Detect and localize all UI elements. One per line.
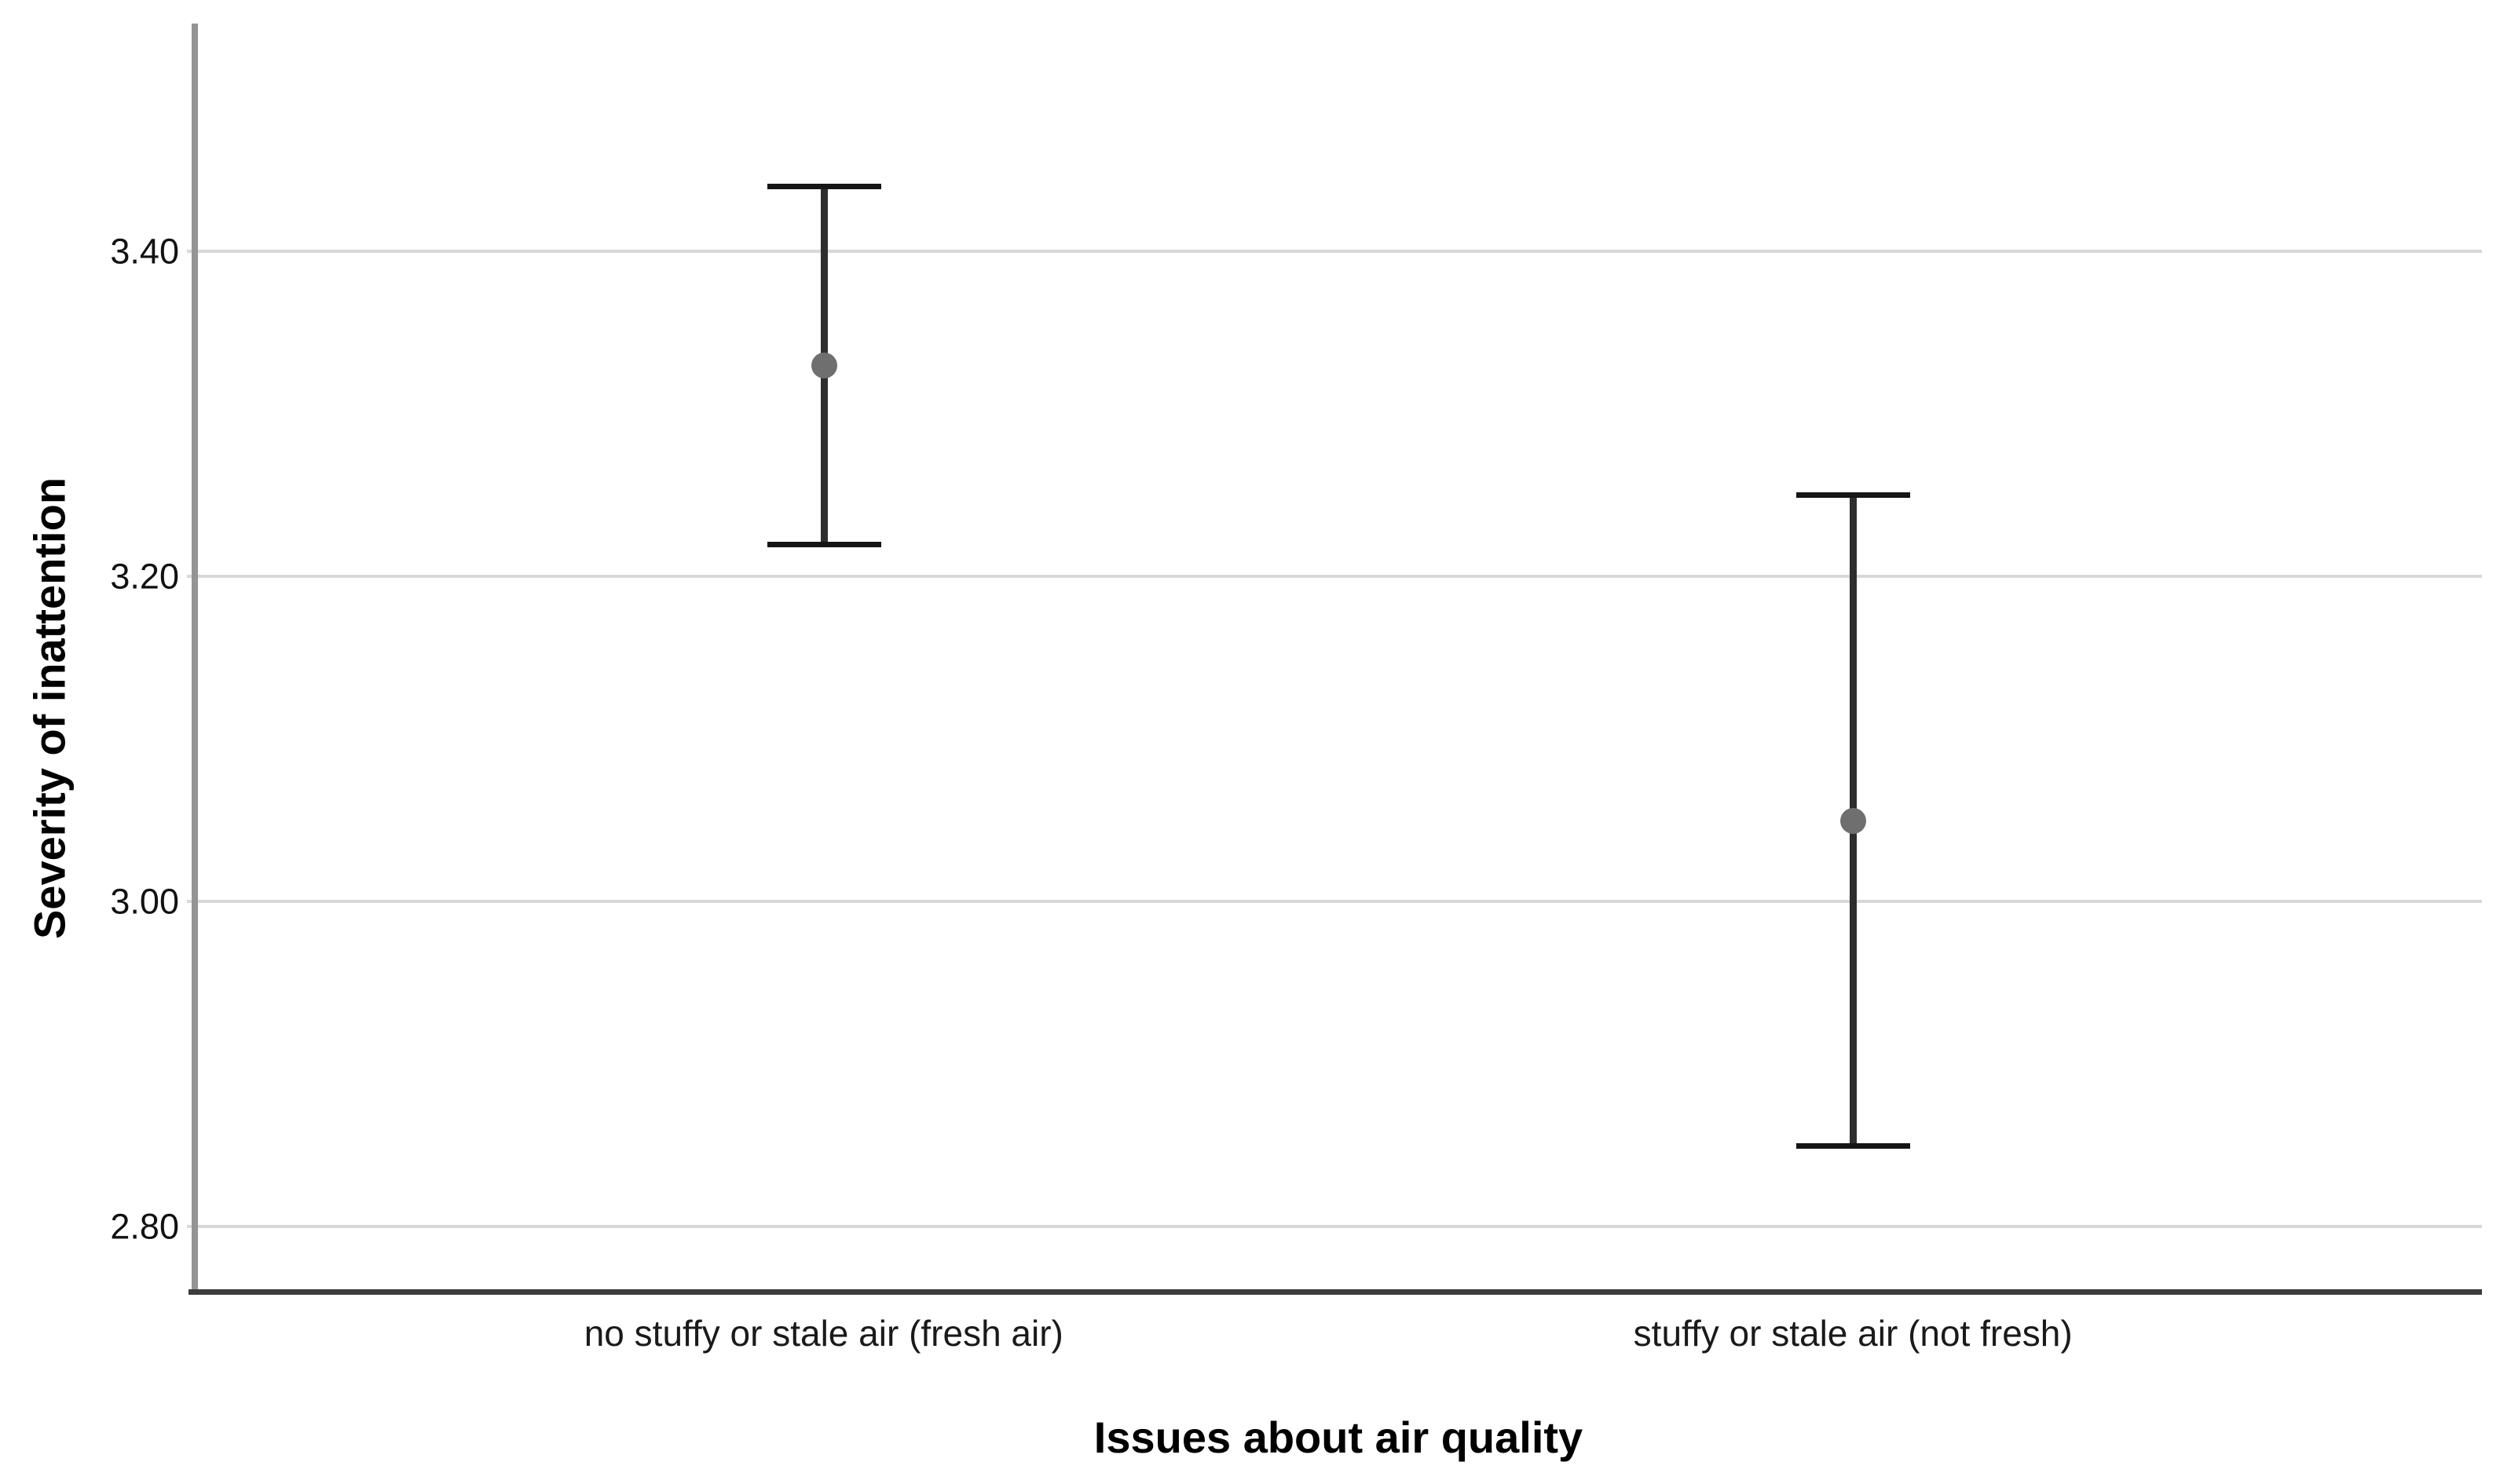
x-category-label: stuffy or stale air (not fresh) — [1633, 1313, 2073, 1354]
plot-area — [187, 24, 2482, 1295]
gridline — [187, 900, 2482, 904]
gridline — [187, 1225, 2482, 1229]
x-axis-line — [189, 1289, 2482, 1295]
mean-point — [811, 352, 837, 378]
y-axis-line — [192, 24, 198, 1292]
x-category-label: no stuffy or stale air (fresh air) — [584, 1313, 1063, 1354]
y-tick-label: 3.20 — [110, 556, 179, 597]
y-tick-label: 3.40 — [110, 231, 179, 272]
y-axis-title: Severity of inattention — [24, 477, 75, 940]
y-tick-label: 2.80 — [110, 1206, 179, 1247]
error-bar-cap-bottom — [767, 541, 881, 547]
y-tick-label: 3.00 — [110, 881, 179, 922]
error-bar-cap-bottom — [1796, 1142, 1911, 1149]
gridline — [187, 574, 2482, 578]
mean-point — [1840, 807, 1867, 834]
x-axis-title: Issues about air quality — [1093, 1413, 1583, 1462]
gridline — [187, 249, 2482, 253]
error-bar-cap-top — [767, 184, 881, 190]
error-bar-cap-top — [1796, 492, 1911, 499]
